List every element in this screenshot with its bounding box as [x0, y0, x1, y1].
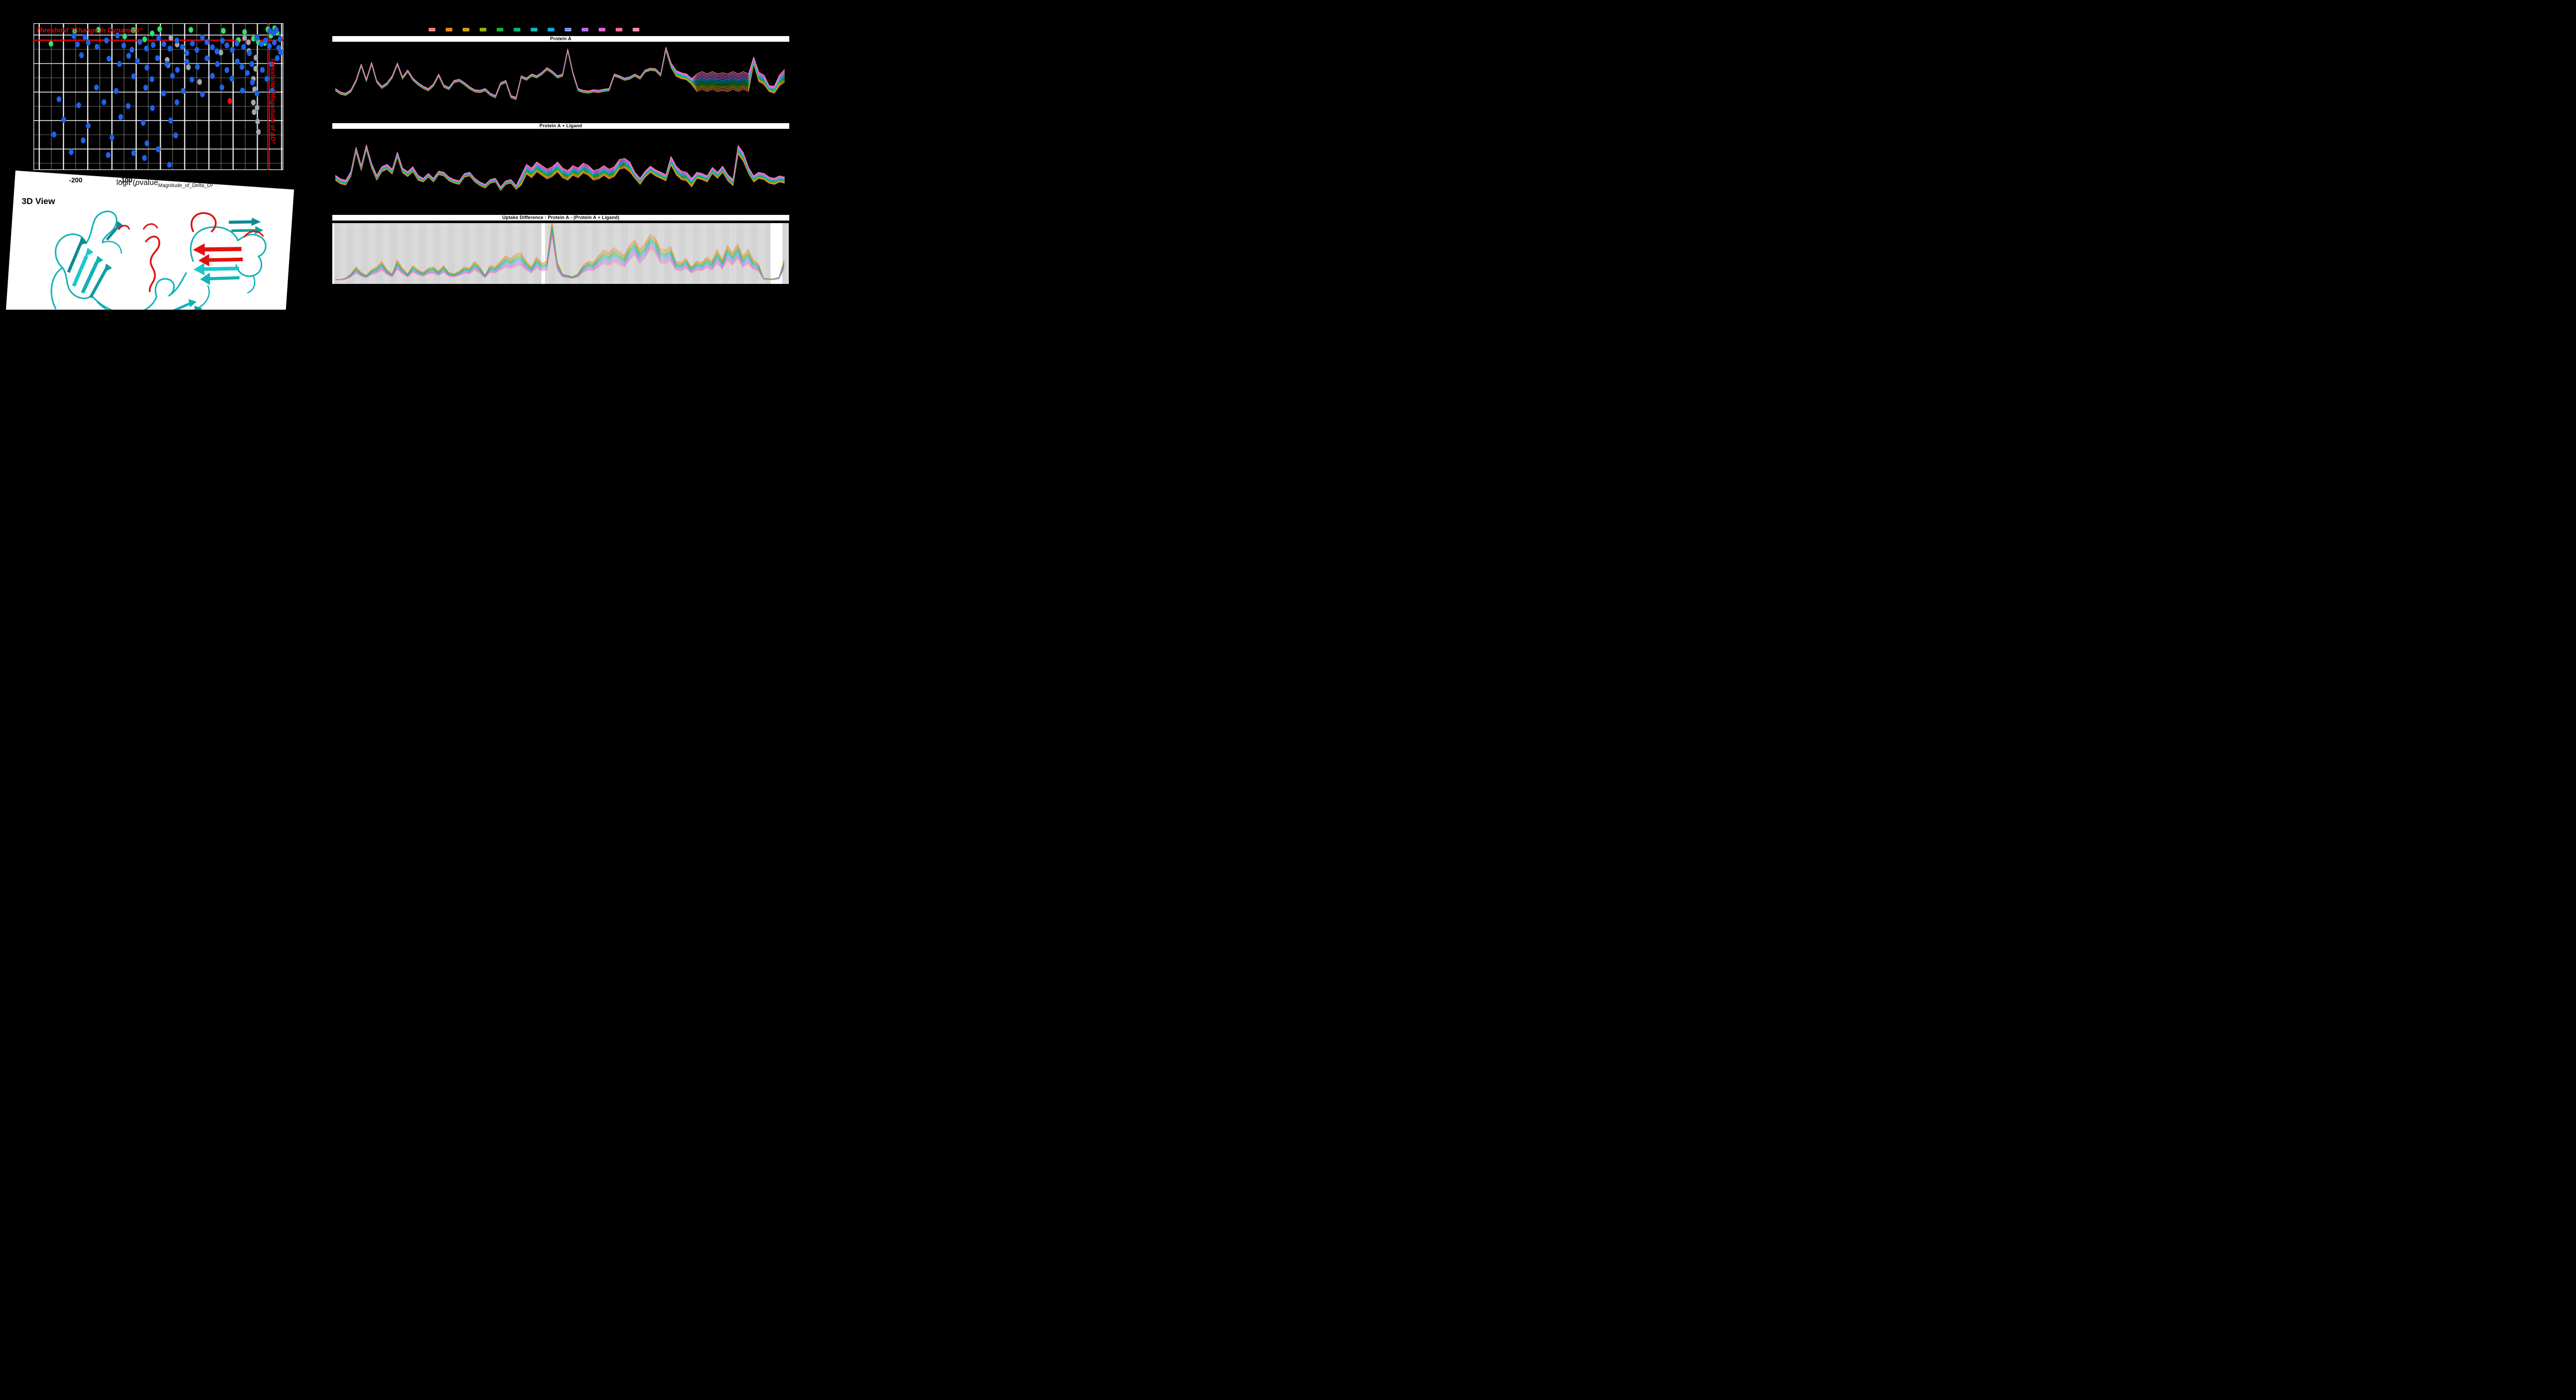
legend-swatch[interactable] [514, 28, 520, 31]
axis-label-value: value [139, 178, 158, 187]
hdx-dashboard: Threshold "Change in Dynamics" Threshold… [0, 0, 808, 310]
panel-title-protein-a-ligand: Protein A + Ligand [332, 123, 789, 129]
axis-label-sub: Magnitude_of_Delta_D [158, 183, 211, 189]
uptake-chart-protein-a-ligand[interactable] [332, 129, 789, 209]
uptake-difference-chart[interactable] [332, 223, 789, 284]
legend-swatch[interactable] [616, 28, 622, 31]
panel-title-text: Uptake Difference : Protein A - (Protein… [502, 215, 620, 220]
legend-swatch[interactable] [497, 28, 503, 31]
legend-swatch[interactable] [548, 28, 554, 31]
legend-swatch[interactable] [565, 28, 571, 31]
volcano-plot-canvas[interactable] [33, 23, 283, 170]
ribbon-red-loops [118, 212, 264, 293]
legend-swatch[interactable] [446, 28, 452, 31]
axis-label-p: p [135, 178, 140, 187]
panel-title-protein-a: Protein A [332, 36, 789, 42]
legend-swatch[interactable] [633, 28, 639, 31]
structure-viewer-card[interactable] [5, 171, 294, 310]
legend-swatch[interactable] [429, 28, 435, 31]
x-tick-minus200: -200 [69, 176, 83, 184]
uptake-chart-protein-a[interactable] [332, 42, 789, 120]
panel-title-uptake-difference: Uptake Difference : Protein A - (Protein… [332, 215, 789, 221]
protein-ribbon-drawing [50, 210, 267, 310]
volcano-x-axis-label: logit (pvalueMagnitude_of_Delta_D) [106, 178, 224, 189]
axis-label-pre: logit ( [116, 178, 135, 187]
timepoint-legend [429, 28, 639, 31]
legend-swatch[interactable] [582, 28, 588, 31]
threshold-dynamics-label: Threshold "Change in Dynamics" [36, 26, 143, 34]
legend-swatch[interactable] [531, 28, 537, 31]
viewer-3d-title: 3D View [22, 196, 55, 206]
panel-title-text: Protein A [550, 36, 572, 41]
x-tick-minus100: -100 [118, 176, 133, 184]
legend-swatch[interactable] [463, 28, 469, 31]
threshold-magnitude-label: Threshold "Magnitude of ΔD" [269, 58, 277, 144]
ribbon-strands-right [193, 217, 264, 285]
panel-title-text: Protein A + Ligand [539, 123, 582, 128]
legend-swatch[interactable] [480, 28, 486, 31]
axis-label-post: ) [211, 178, 214, 187]
legend-swatch[interactable] [599, 28, 605, 31]
ribbon-strands-left [67, 221, 202, 310]
